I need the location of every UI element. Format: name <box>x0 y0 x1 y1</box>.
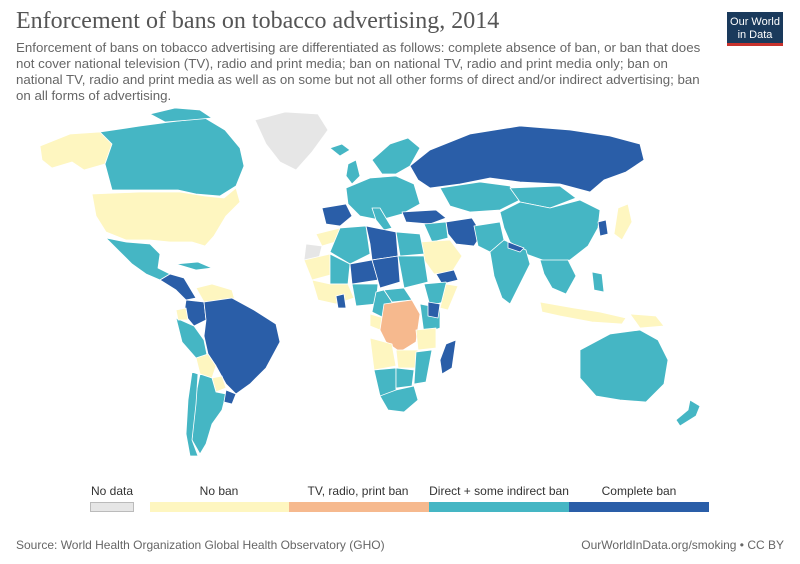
region-mexico[interactable] <box>105 237 171 281</box>
region-iran[interactable] <box>445 217 483 247</box>
region-philippines[interactable] <box>591 271 605 293</box>
region-indonesia[interactable] <box>539 301 627 325</box>
legend-swatch-no-ban <box>150 502 289 512</box>
region-ghana[interactable] <box>335 293 347 309</box>
region-iceland[interactable] <box>329 143 351 157</box>
legend-label-no-ban: No ban <box>199 484 239 498</box>
region-ecuador[interactable] <box>175 307 189 321</box>
region-png[interactable] <box>629 313 665 329</box>
region-japan[interactable] <box>613 203 633 241</box>
legend-label-complete: Complete ban <box>601 484 677 498</box>
legend-no-data-swatch <box>90 502 134 512</box>
legend-no-data-label: No data <box>90 484 134 498</box>
region-tanzania[interactable] <box>415 327 437 351</box>
region-spain[interactable] <box>321 203 353 227</box>
region-usa[interactable] <box>91 187 241 247</box>
region-brazil[interactable] <box>203 297 281 395</box>
region-uk[interactable] <box>345 159 361 185</box>
region-madagascar[interactable] <box>439 339 457 375</box>
region-peru[interactable] <box>175 317 209 361</box>
region-scandinavia[interactable] <box>371 137 421 175</box>
region-greenland[interactable] <box>254 111 329 171</box>
region-bolivia[interactable] <box>195 353 217 379</box>
region-libya[interactable] <box>365 225 399 261</box>
region-iraq-syria[interactable] <box>423 221 449 243</box>
chart-title: Enforcement of bans on tobacco advertisi… <box>16 8 500 34</box>
region-italy[interactable] <box>371 207 393 231</box>
region-mongolia[interactable] <box>509 185 577 209</box>
logo-line-1: Our World <box>730 16 780 28</box>
region-alaska[interactable] <box>39 131 113 171</box>
legend-label-direct-some-indirect: Direct + some indirect ban <box>429 484 569 498</box>
region-nepal[interactable] <box>507 241 525 253</box>
legend-label-tv-radio-print: TV, radio, print ban <box>307 484 409 498</box>
region-korea[interactable] <box>597 219 609 237</box>
world-map <box>39 107 701 457</box>
legend-swatch-complete <box>569 502 709 512</box>
legend: No data No ban TV, radio, print ban Dire… <box>0 484 800 514</box>
chart-subtitle: Enforcement of bans on tobacco advertisi… <box>16 40 701 103</box>
region-southeast-asia[interactable] <box>539 259 577 295</box>
region-egypt[interactable] <box>395 231 425 257</box>
region-kenya[interactable] <box>427 301 441 319</box>
region-angola[interactable] <box>369 337 397 371</box>
region-algeria[interactable] <box>329 225 371 265</box>
region-china[interactable] <box>499 199 601 263</box>
region-canada-islands[interactable] <box>149 107 213 123</box>
region-west-africa[interactable] <box>311 279 355 305</box>
region-chile[interactable] <box>185 371 199 457</box>
region-india[interactable] <box>489 239 531 305</box>
region-caribbean[interactable] <box>175 261 213 271</box>
region-russia[interactable] <box>409 125 645 193</box>
region-botswana[interactable] <box>395 367 415 389</box>
region-central-asia[interactable] <box>439 181 521 213</box>
region-mozambique[interactable] <box>413 349 433 385</box>
region-south-africa[interactable] <box>379 385 419 413</box>
region-canada[interactable] <box>99 117 245 197</box>
region-yemen[interactable] <box>435 269 459 285</box>
region-zambia[interactable] <box>395 349 419 369</box>
owid-logo[interactable]: Our World in Data <box>727 12 783 46</box>
region-uruguay[interactable] <box>223 389 237 405</box>
region-chad[interactable] <box>371 255 401 289</box>
legend-swatch-tv-radio-print <box>289 502 429 512</box>
region-somalia[interactable] <box>439 283 459 311</box>
legend-swatch-direct-some-indirect <box>429 502 569 512</box>
region-turkey[interactable] <box>401 209 447 225</box>
region-colombia[interactable] <box>183 299 207 327</box>
region-australia[interactable] <box>579 329 669 403</box>
credit-link[interactable]: OurWorldInData.org/smoking • CC BY <box>581 538 784 552</box>
region-drc[interactable] <box>379 299 421 353</box>
region-sudan[interactable] <box>397 255 429 289</box>
region-new-zealand[interactable] <box>675 399 701 427</box>
logo-line-2: in Data <box>737 29 773 41</box>
region-europe[interactable] <box>345 175 421 221</box>
source-note: Source: World Health Organization Global… <box>16 538 385 552</box>
region-central-america[interactable] <box>159 273 197 301</box>
